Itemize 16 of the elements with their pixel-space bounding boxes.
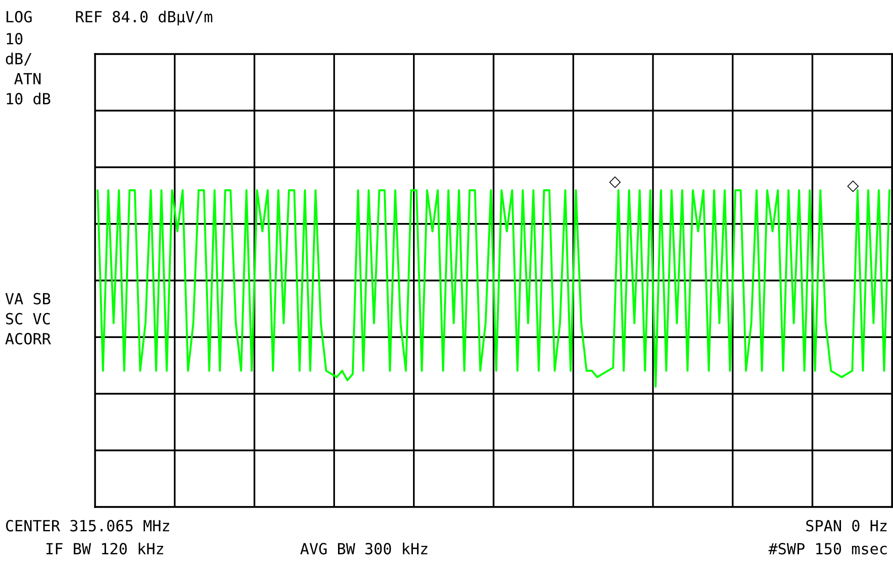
text: LOG: [6, 10, 32, 22]
text: dB/: [6, 52, 32, 66]
text: REF 84.0 dBµV/m: [76, 10, 212, 26]
text: VA SB: [5, 292, 50, 304]
text: IF BW 120 kHz: [46, 542, 164, 554]
text: ATN: [14, 73, 41, 84]
annotation: ◇: [847, 180, 859, 192]
text: AVG BW 300 kHz: [300, 542, 428, 554]
text: SC VC: [6, 312, 50, 324]
text: CENTER 315.065 MHz: [6, 520, 170, 532]
text: ◇: [609, 176, 621, 188]
text: ACORR: [5, 332, 51, 344]
text: 10 dB: [6, 92, 50, 104]
text: SPAN 0 Hz: [806, 520, 887, 532]
text: 10: [6, 32, 22, 44]
text: #SWP 150 msec: [768, 542, 887, 554]
